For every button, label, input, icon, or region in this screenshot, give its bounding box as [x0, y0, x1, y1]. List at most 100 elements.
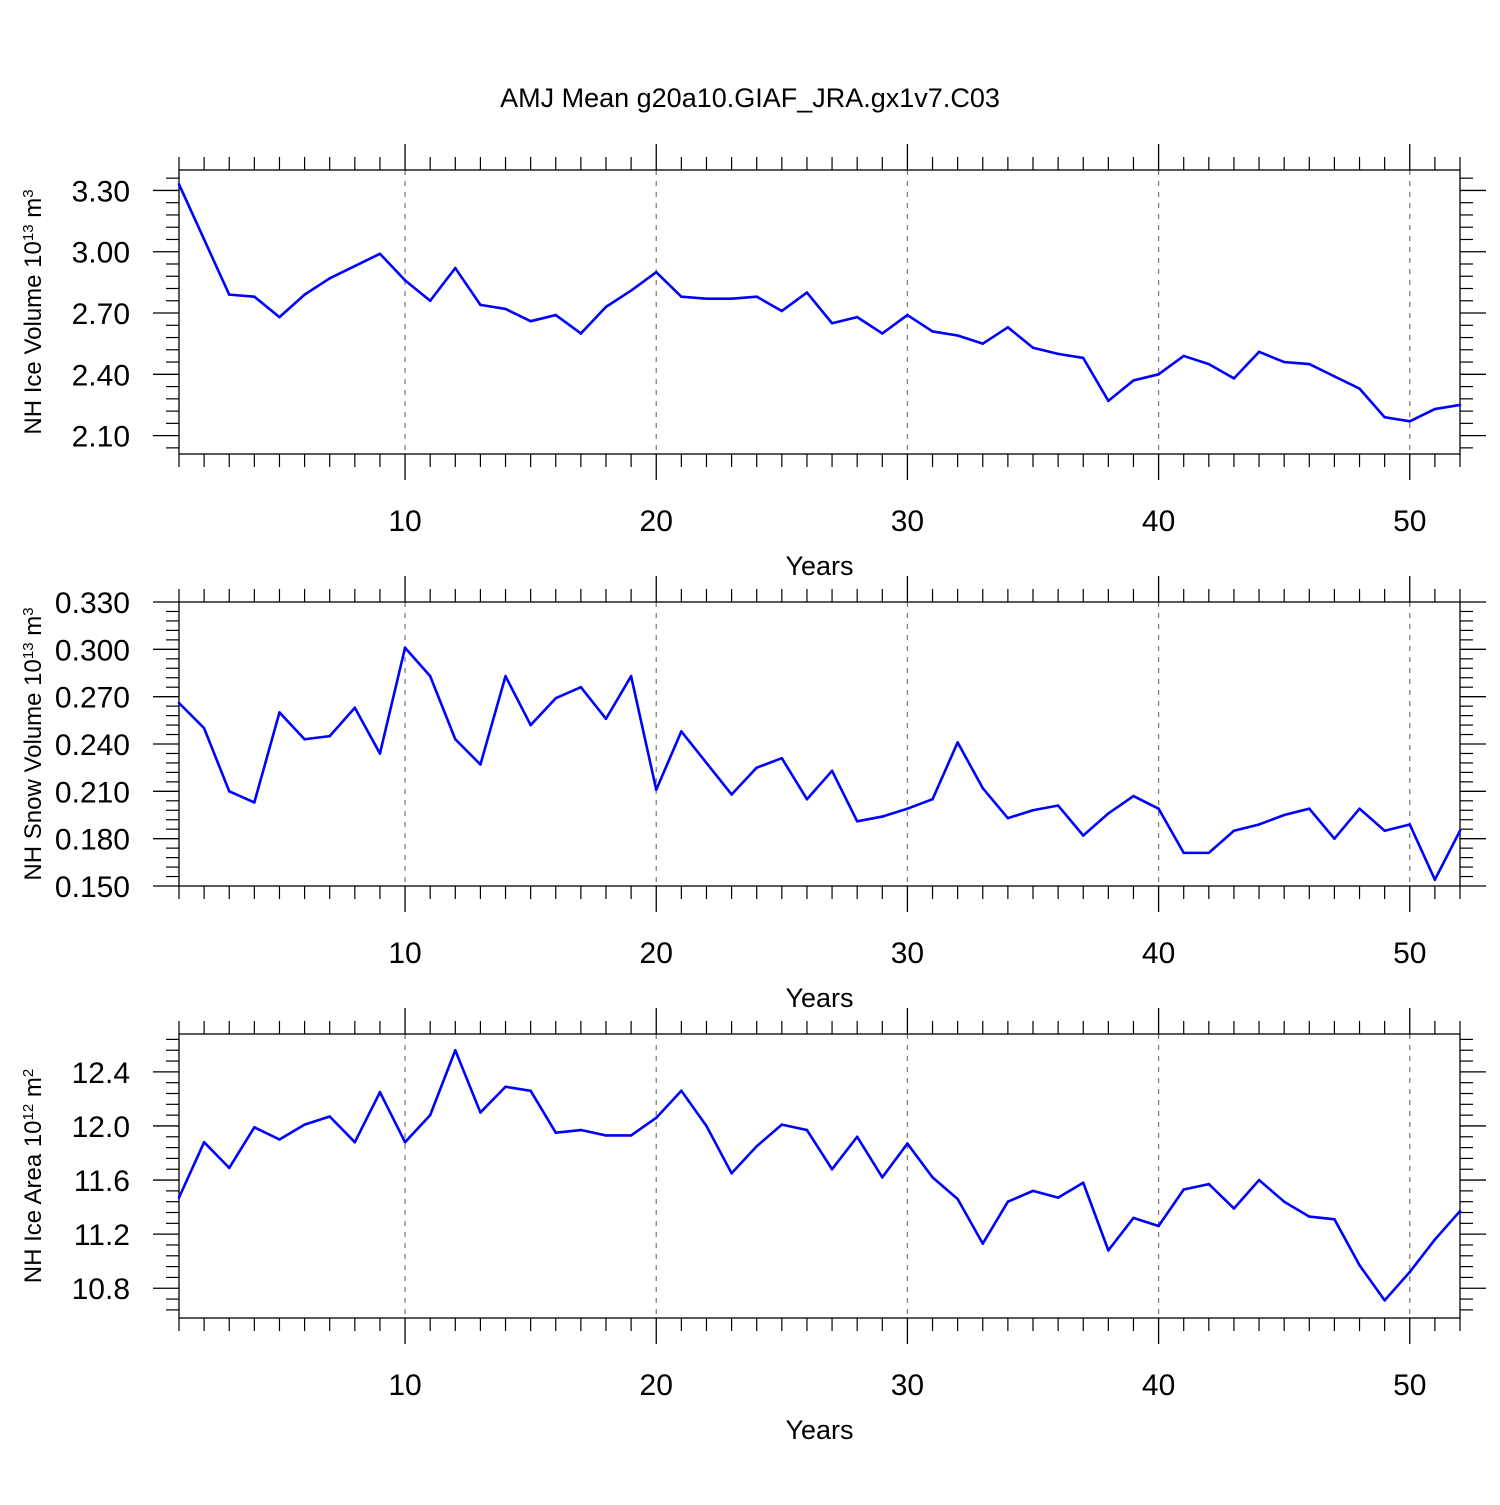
data-point	[428, 299, 432, 303]
data-point	[981, 342, 985, 345]
panel-3: 10 20 30 40 50 10.8 11.2 11.6 12.0 12.4 Years NH Ic…	[20, 1008, 1486, 1445]
y-tick-label: 2.10	[72, 421, 130, 454]
data-point	[629, 1134, 633, 1137]
data-point	[428, 1113, 432, 1117]
series-line	[177, 1048, 1461, 1302]
data-point	[1333, 375, 1336, 378]
data-point	[554, 1131, 558, 1135]
data-point	[479, 1111, 482, 1114]
y-tick-label: 12.0	[72, 1111, 130, 1144]
data-point	[730, 1171, 733, 1175]
data-point	[830, 1167, 834, 1171]
data-point	[1433, 1238, 1437, 1241]
x-tick-label: 50	[1393, 505, 1426, 538]
data-point	[453, 266, 457, 270]
data-point	[1307, 362, 1311, 366]
data-point	[1333, 1217, 1336, 1221]
data-point	[730, 297, 733, 301]
x-tick-label: 10	[388, 505, 421, 538]
x-tick-label: 40	[1142, 505, 1175, 538]
data-point	[1307, 807, 1311, 810]
data-point	[378, 1090, 382, 1094]
data-point	[680, 730, 683, 733]
data-point	[1081, 356, 1085, 360]
data-point	[1358, 387, 1361, 390]
y-axis-label-part: m	[20, 616, 47, 643]
x-tick-label: 30	[891, 505, 924, 538]
data-point	[1006, 816, 1010, 820]
data-point	[1006, 1200, 1010, 1203]
y-tick-label: 2.40	[72, 359, 130, 392]
data-point	[1282, 360, 1286, 364]
data-point	[479, 763, 482, 766]
data-point	[705, 297, 708, 301]
data-point	[1107, 812, 1110, 815]
data-point	[1132, 794, 1135, 798]
data-point	[780, 756, 784, 760]
y-axis-label-part: NH Ice Area 10	[20, 1120, 47, 1283]
y-tick-label: 10.8	[72, 1273, 130, 1306]
x-tick-label: 50	[1393, 1369, 1426, 1402]
data-point	[1157, 1224, 1160, 1228]
data-point	[1107, 1249, 1110, 1252]
y-axis-label: NH Ice Area 1012 m2	[20, 1069, 47, 1283]
y-axis-label-superscript: 13	[20, 224, 37, 241]
data-point	[504, 307, 507, 311]
data-point	[504, 674, 507, 678]
data-point	[1182, 354, 1186, 358]
data-point	[403, 646, 407, 650]
data-point	[1257, 823, 1261, 826]
data-point	[1458, 829, 1462, 833]
x-axis-label: Years	[785, 983, 853, 1013]
y-tick-label: 11.2	[74, 1219, 130, 1252]
data-point	[981, 1242, 985, 1245]
data-point	[880, 815, 884, 818]
y-tick-label: 0.240	[55, 729, 130, 762]
data-point	[604, 717, 608, 721]
data-point	[403, 1140, 407, 1144]
data-point	[1383, 415, 1386, 419]
data-point	[604, 1134, 608, 1137]
data-point	[1458, 403, 1462, 407]
data-point	[1031, 346, 1035, 350]
data-point	[1031, 808, 1035, 812]
data-point	[1081, 834, 1085, 837]
data-point	[931, 330, 934, 333]
figure-title: AMJ Mean g20a10.GIAF_JRA.gx1v7.C03	[500, 83, 1000, 113]
data-point	[177, 701, 181, 705]
data-point	[579, 332, 583, 335]
data-point	[227, 790, 231, 793]
data-point	[705, 761, 708, 765]
data-point	[453, 737, 457, 741]
data-point	[1006, 326, 1010, 329]
x-tick-label: 40	[1142, 937, 1175, 970]
y-tick-label: 0.330	[55, 587, 130, 620]
data-point	[1433, 407, 1437, 411]
data-point	[1232, 829, 1236, 833]
data-point	[755, 295, 759, 298]
data-point	[981, 786, 985, 790]
data-point	[1056, 1196, 1060, 1199]
data-point	[227, 1166, 231, 1170]
data-point	[629, 674, 633, 678]
data-point	[1433, 878, 1437, 881]
data-point	[1132, 379, 1135, 382]
x-axis-label: Years	[785, 1415, 853, 1445]
x-tick-label: 10	[388, 1369, 421, 1402]
data-point	[830, 769, 834, 773]
data-point	[328, 734, 332, 738]
data-point	[1408, 420, 1412, 423]
data-point	[1157, 807, 1160, 810]
y-axis-label: NH Ice Volume 1013 m3	[20, 189, 47, 434]
data-point	[253, 801, 256, 804]
data-point	[353, 264, 357, 268]
data-point	[931, 797, 934, 801]
data-point	[227, 293, 231, 296]
data-point	[328, 276, 332, 280]
y-axis-label-superscript: 3	[20, 189, 37, 197]
data-point	[1232, 1207, 1236, 1210]
data-point	[378, 752, 382, 755]
data-point	[1056, 352, 1060, 356]
data-point	[1408, 1270, 1412, 1274]
data-point	[654, 270, 658, 274]
